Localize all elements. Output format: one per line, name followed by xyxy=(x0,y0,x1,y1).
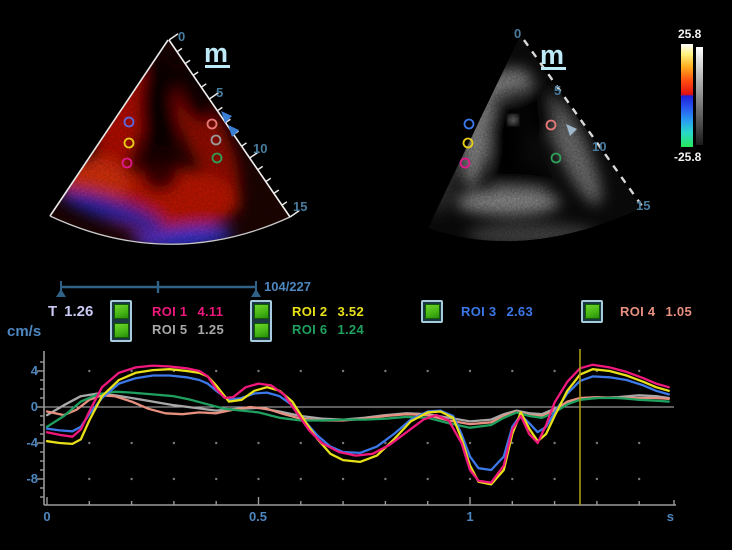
time-display: T 1.26 xyxy=(48,303,93,320)
vendor-logo-underline xyxy=(541,67,566,70)
roi-marker[interactable] xyxy=(121,157,133,169)
x-unit-label: s xyxy=(667,509,674,524)
roi-toggle-group-4 xyxy=(581,300,603,323)
roi-marker[interactable] xyxy=(550,152,562,164)
colorbar-gradient xyxy=(681,44,693,147)
roi-marker[interactable] xyxy=(463,118,475,130)
x-tick-label: 1 xyxy=(466,509,473,524)
frame-slider-right-marker-icon[interactable] xyxy=(251,289,261,297)
depth-label: 5 xyxy=(554,83,561,98)
roi1-label: ROI 1 xyxy=(152,304,188,319)
depth-label: 15 xyxy=(293,199,307,214)
roi2-label: ROI 2 xyxy=(292,304,328,319)
vendor-logo-underline xyxy=(205,65,230,68)
roi6-label: ROI 6 xyxy=(292,322,328,337)
pointer-arrow-icon[interactable] xyxy=(221,111,232,123)
depth-label: 10 xyxy=(592,139,606,154)
roi4-legend: ROI 4 1.05 xyxy=(620,304,692,319)
roi-marker[interactable] xyxy=(210,134,222,146)
curve-roi1 xyxy=(45,363,670,484)
roi1-value: 4.11 xyxy=(197,304,224,319)
roi6-legend: ROI 6 1.24 xyxy=(292,322,364,337)
vendor-logo: m xyxy=(540,40,564,70)
colorbar-min-label: -25.8 xyxy=(674,150,702,164)
roi-marker[interactable] xyxy=(211,152,223,164)
depth-label: 0 xyxy=(514,26,521,41)
roi4-label: ROI 4 xyxy=(620,304,656,319)
time-value: 1.26 xyxy=(64,303,94,320)
curve-roi3 xyxy=(45,374,670,472)
roi5-toggle[interactable] xyxy=(113,323,129,338)
roi-toggle-group-2-6 xyxy=(250,300,272,342)
frame-counter: 104/227 xyxy=(264,279,311,294)
roi-marker[interactable] xyxy=(459,157,471,169)
grayscale-bar xyxy=(696,47,703,145)
y-tick-label: -4 xyxy=(26,435,38,450)
chart-gridline-dots xyxy=(88,369,641,481)
pointer-arrow-icon[interactable] xyxy=(566,124,577,136)
velocity-colorbar: 25.8 -25.8 xyxy=(674,27,703,164)
roi-toggle-group-3 xyxy=(421,300,443,323)
y-tick-label: 4 xyxy=(31,363,39,378)
vendor-logo: m xyxy=(204,38,228,68)
curve-roi2 xyxy=(45,368,670,486)
depth-label: 5 xyxy=(216,85,223,100)
velocity-chart[interactable]: 4 0 -4 -8 0 0.5 1 s xyxy=(0,344,732,544)
roi3-toggle[interactable] xyxy=(424,304,440,319)
roi-marker[interactable] xyxy=(123,116,135,128)
frame-slider[interactable]: 104/227 xyxy=(56,279,311,297)
roi3-label: ROI 3 xyxy=(461,304,497,319)
roi5-legend: ROI 5 1.25 xyxy=(152,322,224,337)
depth-label: 10 xyxy=(253,141,267,156)
roi3-value: 2.63 xyxy=(506,304,533,319)
sector-border-bottom xyxy=(49,215,291,245)
roi1-toggle[interactable] xyxy=(113,304,129,319)
colorbar-max-label: 25.8 xyxy=(678,27,702,41)
roi2-toggle[interactable] xyxy=(253,304,269,319)
x-tick-label: 0 xyxy=(43,509,50,524)
x-tick-label: 0.5 xyxy=(249,509,267,524)
roi-marker[interactable] xyxy=(462,137,474,149)
depth-label: 0 xyxy=(178,29,185,44)
roi6-value: 1.24 xyxy=(337,322,364,337)
roi1-legend: ROI 1 4.11 xyxy=(152,304,223,319)
ultrasound-display-area: 0 5 10 15 m xyxy=(40,26,703,297)
time-label: T xyxy=(48,303,58,320)
chart-y-unit-label: cm/s xyxy=(7,323,42,340)
roi-marker[interactable] xyxy=(206,118,218,130)
roi-marker[interactable] xyxy=(545,119,557,131)
roi3-legend: ROI 3 2.63 xyxy=(461,304,533,319)
pointer-arrow-icon[interactable] xyxy=(228,125,239,137)
depth-label: 15 xyxy=(636,198,650,213)
color-tdi-image[interactable]: 0 5 10 15 m xyxy=(40,29,307,275)
roi-toggle-group-1-5 xyxy=(110,300,132,342)
axis-ticks xyxy=(37,361,675,505)
y-tick-label: -8 xyxy=(26,471,38,486)
roi4-value: 1.05 xyxy=(665,304,692,319)
roi6-toggle[interactable] xyxy=(253,323,269,338)
sector-border-left xyxy=(49,39,169,217)
roi4-toggle[interactable] xyxy=(584,304,600,319)
roi5-value: 1.25 xyxy=(197,322,224,337)
roi2-value: 3.52 xyxy=(337,304,364,319)
bmode-image[interactable]: 0 5 10 15 m xyxy=(420,26,650,271)
roi-marker[interactable] xyxy=(123,137,135,149)
curve-roi6 xyxy=(45,390,670,429)
velocity-curves xyxy=(45,363,670,486)
frame-slider-left-marker-icon[interactable] xyxy=(56,289,66,297)
roi5-label: ROI 5 xyxy=(152,322,188,337)
y-tick-label: 0 xyxy=(31,399,38,414)
roi2-legend: ROI 2 3.52 xyxy=(292,304,364,319)
